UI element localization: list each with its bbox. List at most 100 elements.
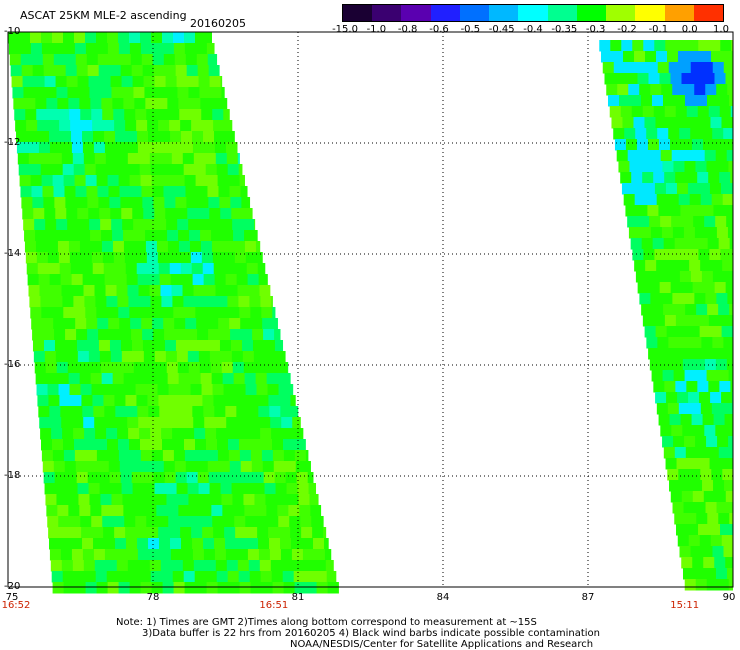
swath-cell	[680, 480, 692, 492]
swath-cell	[63, 175, 76, 187]
swath-cell	[654, 249, 666, 261]
swath-cell	[164, 65, 177, 77]
swath-cell	[206, 175, 219, 187]
swath-cell	[154, 76, 167, 88]
color-scale-swatch	[635, 5, 665, 21]
swath-cell	[677, 117, 689, 129]
swath-cell	[78, 219, 90, 231]
swath-cell	[680, 414, 693, 426]
swath-cell	[696, 304, 708, 316]
swath-cell	[187, 76, 200, 88]
swath-cell	[676, 183, 689, 195]
swath-cell	[714, 348, 726, 360]
swath-cell	[646, 337, 658, 349]
swath-cell	[161, 164, 174, 176]
swath-cell	[140, 32, 152, 44]
swath-cell	[211, 230, 223, 242]
swath-cell	[640, 161, 652, 173]
swath-cell	[138, 417, 150, 429]
swath-cell	[664, 172, 676, 184]
swath-cell	[65, 340, 78, 352]
swath-cell	[709, 524, 721, 536]
swath-cell	[229, 461, 242, 473]
swath-cell	[714, 491, 727, 503]
swath-cell	[136, 527, 148, 539]
swath-cell	[294, 450, 307, 462]
swath-cell	[241, 197, 251, 209]
swath-cell	[262, 318, 274, 330]
swath-cell	[37, 263, 50, 275]
swath-cell	[134, 505, 146, 517]
swath-cell	[129, 582, 142, 594]
swath-cell	[200, 98, 212, 110]
swath-cell	[253, 351, 266, 363]
swath-cell	[692, 348, 704, 360]
swath-cell	[203, 131, 215, 143]
color-scale-label: -15.0	[332, 24, 358, 35]
swath-cell	[641, 238, 654, 250]
swath-cell	[691, 205, 703, 217]
swath-cell	[129, 32, 141, 44]
swath-cell	[175, 329, 187, 341]
swath-cell	[112, 230, 124, 242]
swath-cell	[219, 340, 232, 352]
swath-cell	[310, 505, 322, 517]
swath-cell	[280, 406, 292, 418]
swath-cell	[169, 395, 181, 407]
swath-cell	[230, 472, 243, 484]
swath-cell	[210, 494, 222, 506]
swath-cell	[717, 95, 730, 107]
swath-cell	[679, 62, 692, 74]
swath-cell	[56, 87, 68, 99]
swath-cell	[127, 560, 140, 572]
swath-cell	[219, 329, 231, 341]
swath-cell	[44, 76, 57, 88]
swath-cell	[75, 461, 88, 473]
swath-cell	[692, 282, 705, 294]
swath-cell	[271, 296, 273, 308]
swath-cell	[715, 359, 728, 371]
swath-cell	[278, 516, 290, 528]
swath-cell	[124, 516, 136, 528]
swath-cell	[71, 131, 83, 143]
swath-cell	[66, 208, 78, 220]
swath-cell	[134, 373, 147, 385]
swath-cell	[188, 362, 201, 374]
swath-cell	[170, 549, 183, 561]
swath-cell	[214, 274, 227, 286]
swath-cell	[141, 461, 154, 473]
swath-cell	[689, 260, 701, 272]
swath-cell	[678, 51, 690, 63]
swath-cell	[725, 282, 733, 294]
swath-cell	[255, 505, 267, 517]
swath-cell	[70, 263, 83, 275]
swath-cell	[56, 494, 68, 506]
swath-cell	[192, 274, 205, 286]
swath-cell	[65, 197, 77, 209]
swath-cell	[265, 362, 278, 374]
swath-cell	[727, 227, 733, 239]
swath-cell	[233, 373, 246, 385]
swath-cell	[698, 40, 710, 52]
swath-cell	[174, 318, 186, 330]
swath-cell	[133, 494, 145, 506]
swath-cell	[639, 227, 652, 239]
swath-cell	[145, 230, 157, 242]
swath-cell	[620, 106, 633, 118]
swath-cell	[153, 472, 166, 484]
swath-cell	[655, 326, 668, 338]
swath-cell	[234, 516, 246, 528]
swath-cell	[171, 285, 184, 297]
swath-cell	[98, 472, 111, 484]
swath-cell	[632, 249, 644, 261]
swath-cell	[224, 263, 237, 275]
swath-cell	[127, 417, 139, 429]
swath-cell	[721, 535, 733, 547]
swath-cell	[661, 293, 673, 305]
swath-cell	[87, 197, 99, 209]
swath-cell	[164, 472, 177, 484]
swath-cell	[698, 524, 710, 536]
swath-cell	[199, 362, 212, 374]
swath-cell	[55, 76, 68, 88]
swath-cell	[667, 51, 679, 63]
